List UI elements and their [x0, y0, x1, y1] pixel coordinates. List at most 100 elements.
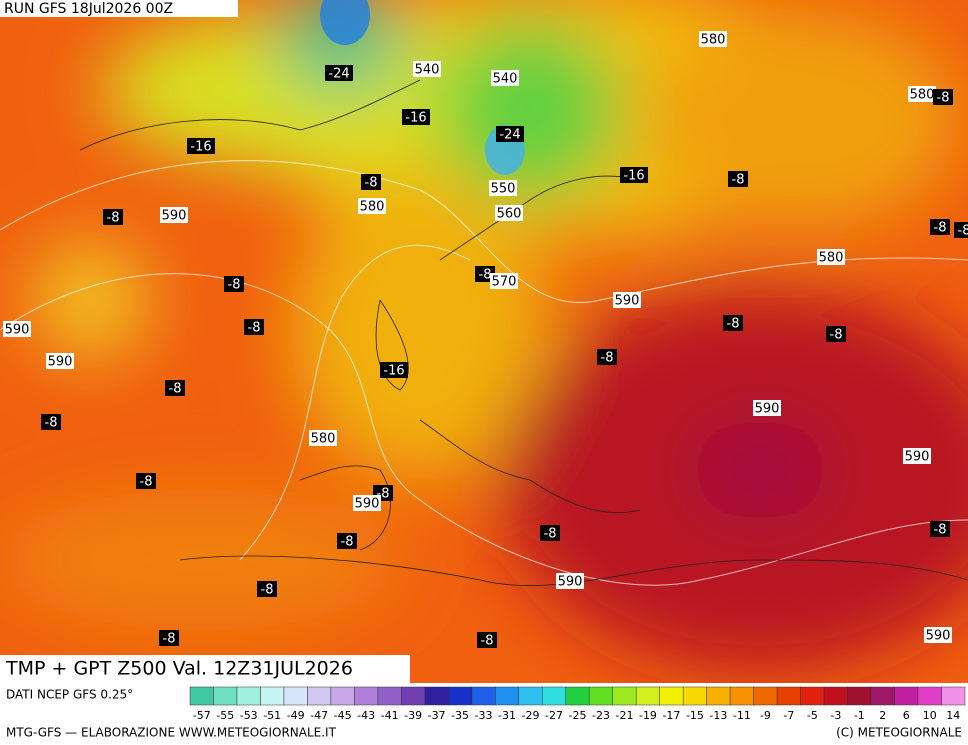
- legend-label: -43: [357, 709, 375, 722]
- legend-label: -41: [381, 709, 399, 722]
- contour-label-box: [325, 65, 353, 81]
- contour-label-box: [244, 319, 264, 335]
- legend-swatch: [706, 686, 731, 706]
- contour-label-box: [826, 326, 846, 342]
- isotherm-label: -8: [934, 221, 947, 236]
- contour-label-box: [224, 276, 244, 292]
- legend-label: -29: [522, 709, 540, 722]
- contour-label-box: [361, 174, 381, 190]
- contour-label-box: [723, 315, 743, 331]
- isotherm-label: -24: [328, 67, 349, 82]
- contour-label-box: [380, 362, 408, 378]
- legend-swatch: [189, 686, 214, 706]
- isohypse-label: 590: [558, 575, 583, 590]
- isotherm-label: -8: [937, 91, 950, 106]
- isotherm-label: -8: [732, 173, 745, 188]
- isotherm-label: -8: [934, 523, 947, 538]
- legend-swatch: [307, 686, 332, 706]
- contour-label-box: [491, 70, 519, 86]
- legend-label: -9: [760, 709, 771, 722]
- isohypse-label: 580: [910, 88, 935, 103]
- legend-swatch: [729, 686, 754, 706]
- legend-swatch: [682, 686, 707, 706]
- legend-swatch: [283, 686, 308, 706]
- contour-label-box: [353, 495, 381, 511]
- legend-swatch: [870, 686, 895, 706]
- legend-swatch: [354, 686, 379, 706]
- legend-label: -25: [569, 709, 587, 722]
- contour-label-box: [103, 209, 123, 225]
- isotherm-label: -8: [163, 632, 176, 647]
- isotherm-label: -16: [623, 169, 644, 184]
- isohypse-label: 590: [162, 209, 187, 224]
- isotherm-label: -8: [140, 475, 153, 490]
- isohypse-label: 590: [355, 497, 380, 512]
- legend-label: -55: [216, 709, 234, 722]
- copyright-label: (C) METEOGIORNALE: [836, 726, 962, 740]
- contour-label-box: [495, 205, 523, 221]
- legend-swatch: [330, 686, 355, 706]
- isotherm-label: -8: [479, 268, 492, 283]
- legend-swatch: [612, 686, 637, 706]
- legend-swatch: [659, 686, 684, 706]
- legend-swatch: [753, 686, 778, 706]
- legend-swatch: [917, 686, 942, 706]
- legend-swatch: [823, 686, 848, 706]
- legend-swatch: [565, 686, 590, 706]
- legend-label: -7: [783, 709, 794, 722]
- contour-label-box: [402, 109, 430, 125]
- isotherm-label: -24: [499, 128, 520, 143]
- isotherm-label: -8: [601, 351, 614, 366]
- isotherm-label: -8: [341, 535, 354, 550]
- contour-label-box: [699, 31, 727, 47]
- contour-label-box: [136, 473, 156, 489]
- contour-label-box: [41, 414, 61, 430]
- contour-label-box: [489, 180, 517, 196]
- isohypse-label: 590: [905, 450, 930, 465]
- legend-swatch: [401, 686, 426, 706]
- legend-label: -1: [854, 709, 865, 722]
- contour-label-box: [556, 573, 584, 589]
- run-label-box: [0, 0, 238, 17]
- isohypse-label: 590: [48, 355, 73, 370]
- legend-swatch: [213, 686, 238, 706]
- temperature-field: [0, 0, 968, 683]
- legend-label: -5: [807, 709, 818, 722]
- legend-label: -39: [404, 709, 422, 722]
- contour-label-box: [309, 430, 337, 446]
- legend-label: 2: [879, 709, 886, 722]
- legend-label: -45: [334, 709, 352, 722]
- isohypse-label: 590: [615, 294, 640, 309]
- legend-label: 10: [923, 709, 937, 722]
- legend-swatch: [847, 686, 872, 706]
- isotherm-label: -16: [405, 111, 426, 126]
- contour-label-box: [933, 89, 953, 105]
- legend-label: -27: [545, 709, 563, 722]
- contour-label-box: [613, 292, 641, 308]
- isotherm-label: -8: [365, 176, 378, 191]
- isotherm-label: -8: [830, 328, 843, 343]
- legend-swatch: [588, 686, 613, 706]
- isotherm-label: -8: [544, 527, 557, 542]
- legend-label: -3: [830, 709, 841, 722]
- title-box: [0, 655, 410, 683]
- legend-label: -31: [498, 709, 516, 722]
- contour-label-box: [817, 249, 845, 265]
- legend-swatch: [448, 686, 473, 706]
- isotherm-label: -8: [248, 321, 261, 336]
- contour-label-box: [728, 171, 748, 187]
- legend-label: -11: [733, 709, 751, 722]
- isohypse-label: 590: [926, 629, 951, 644]
- isohypse-label: 550: [491, 182, 516, 197]
- contour-label-box: [753, 400, 781, 416]
- contour-label-box: [490, 273, 518, 289]
- isotherm-label: -8: [107, 211, 120, 226]
- contour-label-box: [903, 448, 931, 464]
- legend-swatch: [542, 686, 567, 706]
- legend-label: -47: [310, 709, 328, 722]
- coastlines: [79, 79, 968, 586]
- contour-label-box: [187, 138, 215, 154]
- isohypse-label: 570: [492, 275, 517, 290]
